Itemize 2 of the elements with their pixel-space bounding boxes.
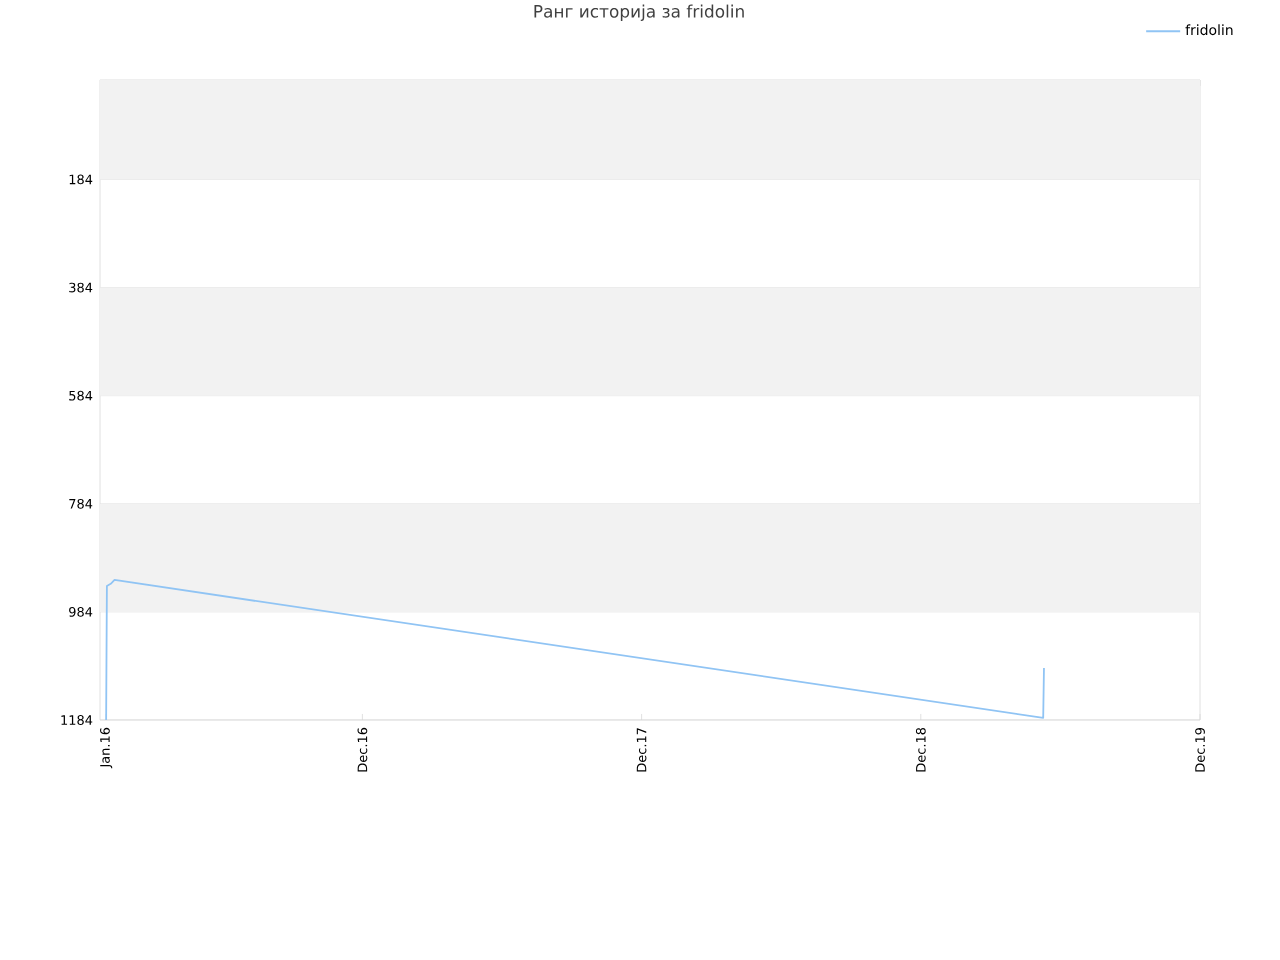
chart-title: Ранг историја за fridolin bbox=[534, 4, 744, 21]
line-series bbox=[105, 579, 1045, 720]
